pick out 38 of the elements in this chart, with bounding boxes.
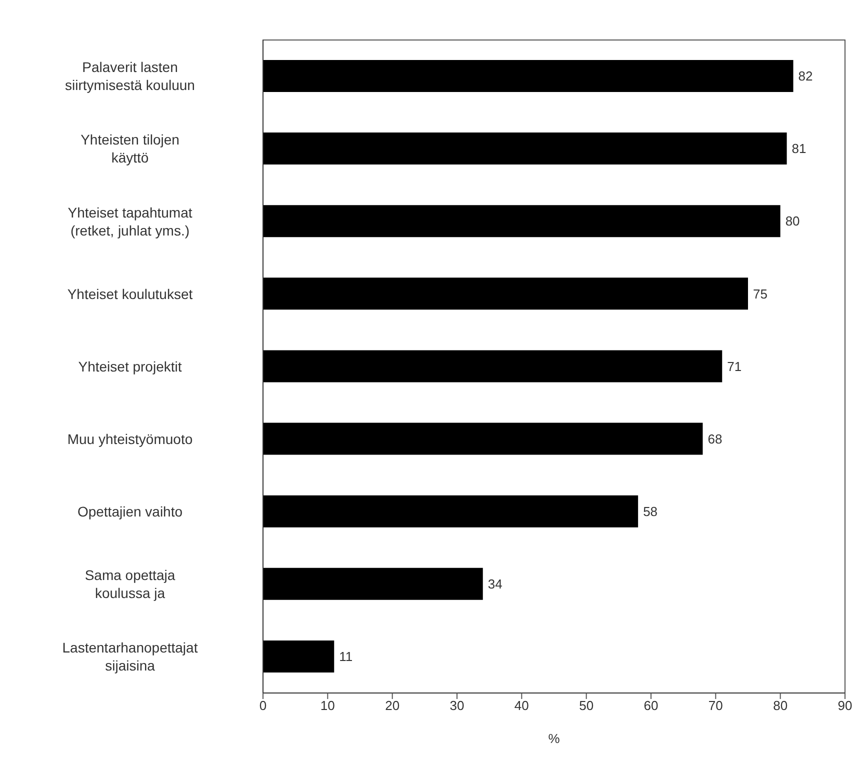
bar: [263, 60, 794, 92]
y-tick-label: Sama opettaja koulussa ja: [84, 567, 176, 602]
bar: [263, 640, 334, 672]
x-tick-label: 0: [259, 698, 267, 714]
x-tick-label: 80: [773, 698, 788, 714]
bar: [263, 350, 722, 382]
y-tick-label: Yhteiset tapahtumat (retket, juhlat yms.): [68, 204, 192, 238]
data-label: 34: [488, 576, 502, 592]
bar: [263, 205, 780, 238]
y-tick-label: Muu yhteistyömuoto: [67, 430, 193, 447]
bar: [263, 422, 703, 455]
bar: [263, 495, 638, 528]
y-tick-label: Lastentarhanopettajat sijaisina: [62, 640, 198, 674]
x-tick-label: 10: [320, 698, 335, 714]
x-tick-label: 20: [385, 698, 400, 714]
y-tick-label: Yhteisten tilojen käyttö: [80, 132, 180, 166]
data-label: 81: [792, 141, 806, 156]
bar: [263, 568, 483, 600]
data-label: 11: [339, 649, 353, 664]
x-tick-label: 40: [514, 698, 529, 714]
x-tick-label: 70: [708, 698, 723, 714]
x-tick-label: 90: [838, 698, 852, 714]
data-label: 75: [753, 286, 768, 302]
x-tick-label: 60: [644, 698, 658, 714]
x-tick-label: 50: [579, 698, 594, 714]
y-tick-label: Opettajien vaihto: [77, 504, 183, 520]
data-label: 58: [643, 504, 658, 519]
bar: [263, 278, 748, 310]
x-axis-title: %: [548, 731, 560, 746]
data-label: 71: [727, 358, 742, 374]
y-tick-label: Palaverit lasten siirtymisestä kouluun: [65, 59, 195, 94]
data-label: 80: [785, 214, 800, 229]
data-label: 68: [708, 431, 722, 446]
y-tick-label: Yhteiset projektit: [78, 358, 182, 374]
y-tick-label: Yhteiset koulutukset: [67, 286, 193, 302]
bar: [263, 132, 787, 165]
x-tick-label: 30: [450, 698, 464, 714]
data-label: 82: [798, 68, 813, 84]
